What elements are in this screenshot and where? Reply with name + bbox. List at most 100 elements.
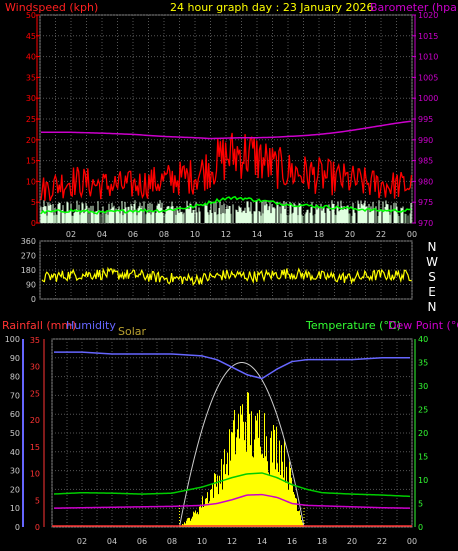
x-tick-label: 04 — [107, 537, 117, 546]
direction-tick-label: 270 — [21, 252, 36, 261]
x-tick-label: 08 — [167, 537, 177, 546]
direction-tick-label: 180 — [21, 266, 36, 275]
x-tick-label: 02 — [66, 230, 76, 239]
temperature-line — [53, 472, 411, 498]
x-tick-label: 22 — [377, 537, 387, 546]
rain-tick-label: 30 — [30, 363, 40, 372]
temp-tick-label: 10 — [418, 476, 428, 485]
wind-tick-label: 45 — [26, 32, 36, 41]
humidity-tick-label: 0 — [15, 523, 20, 532]
baro-tick-label: 980 — [418, 177, 433, 186]
compass-label: N — [428, 240, 437, 254]
x-tick-label: 16 — [283, 230, 293, 239]
rain-axis-title: Rainfall (mm) — [2, 319, 76, 332]
compass-label: E — [428, 285, 436, 299]
baro-tick-label: 990 — [418, 136, 433, 145]
temp-tick-label: 30 — [418, 382, 428, 391]
x-tick-label: 02 — [77, 537, 87, 546]
x-tick-label: 12 — [227, 537, 237, 546]
humidity-axis-title: Humidity — [66, 319, 116, 332]
wind-tick-label: 40 — [26, 53, 36, 62]
wind-tick-label: 5 — [31, 198, 36, 207]
humidity-tick-label: 100 — [5, 335, 20, 344]
x-tick-label: 10 — [190, 230, 200, 239]
temp-tick-label: 15 — [418, 453, 428, 462]
x-tick-label: 00 — [407, 230, 417, 239]
temp-tick-label: 5 — [418, 500, 423, 509]
direction-tick-label: 90 — [26, 281, 36, 290]
x-tick-label: 22 — [376, 230, 386, 239]
wind-tick-label: 15 — [26, 157, 36, 166]
x-tick-label: 00 — [407, 537, 417, 546]
x-tick-label: 06 — [137, 537, 147, 546]
humidity-line — [54, 351, 410, 380]
temp-x-axis-labels: 02 04 06 08 10 12 14 16 18 20 22 00 — [77, 537, 417, 546]
temp-axis-title: Temperature (°C) — [305, 319, 401, 332]
x-tick-label: 16 — [287, 537, 297, 546]
temp-axis-ticks: 0 5 10 15 20 25 30 35 40 — [414, 335, 428, 532]
temp-tick-label: 40 — [418, 335, 428, 344]
windspeed-line — [40, 132, 413, 202]
rain-tick-label: 0 — [35, 523, 40, 532]
average-wind-series — [40, 195, 412, 215]
x-tick-label: 20 — [345, 230, 355, 239]
temp-tick-label: 25 — [418, 406, 428, 415]
wind-tick-label: 25 — [26, 115, 36, 124]
rain-tick-label: 25 — [30, 389, 40, 398]
rain-tick-label: 5 — [35, 496, 40, 505]
rain-tick-label: 10 — [30, 470, 40, 479]
wind-tick-label: 35 — [26, 73, 36, 82]
humidity-tick-label: 30 — [10, 467, 20, 476]
temp-tick-label: 0 — [418, 523, 423, 532]
barometer-line — [41, 120, 412, 140]
solar-series — [179, 392, 305, 527]
x-tick-label: 08 — [159, 230, 169, 239]
baro-axis-ticks: 970 975 980 985 990 995 1000 1005 1010 1015 1020 — [412, 11, 438, 228]
humidity-tick-label: 40 — [10, 448, 20, 457]
humidity-tick-label: 20 — [10, 485, 20, 494]
baro-tick-label: 1010 — [418, 53, 438, 62]
dew-point-series — [53, 493, 411, 509]
humidity-tick-label: 90 — [10, 354, 20, 363]
compass-label: W — [426, 255, 438, 269]
baro-tick-label: 1015 — [418, 32, 438, 41]
x-tick-label: 04 — [97, 230, 107, 239]
direction-axis-ticks: 0 90 180 270 360 — [21, 237, 36, 304]
wind-tick-label: 0 — [31, 219, 36, 228]
direction-tick-label: 0 — [31, 295, 36, 304]
wind-tick-label: 50 — [26, 11, 36, 20]
rain-tick-label: 15 — [30, 443, 40, 452]
average-wind-line — [40, 195, 412, 215]
solar-max-line — [179, 362, 305, 528]
compass-label: S — [428, 270, 436, 284]
wind-x-axis-labels: 02 04 06 08 10 12 14 16 18 20 22 00 — [66, 230, 417, 239]
x-tick-label: 14 — [252, 230, 262, 239]
humidity-tick-label: 10 — [10, 504, 20, 513]
humidity-tick-label: 60 — [10, 410, 20, 419]
x-tick-label: 18 — [314, 230, 324, 239]
humidity-series — [54, 351, 410, 380]
direction-line — [41, 266, 412, 287]
baro-axis-title: Barometer (hpa) — [370, 1, 458, 14]
dew-point-line — [53, 493, 411, 509]
x-tick-label: 14 — [257, 537, 267, 546]
wind-tick-label: 10 — [26, 177, 36, 186]
wind-panel-grid — [39, 14, 413, 224]
baro-tick-label: 970 — [418, 219, 433, 228]
wind-axis-title: Windspeed (kph) — [5, 1, 98, 14]
barometer-series — [41, 120, 412, 140]
humidity-tick-label: 70 — [10, 391, 20, 400]
dew-axis-title: Dew Point (°C) — [388, 319, 458, 332]
humidity-axis-ticks: 0 10 20 30 40 50 60 70 80 90 100 — [5, 335, 24, 532]
direction-tick-label: 360 — [21, 237, 36, 246]
rain-tick-label: 35 — [30, 336, 40, 345]
solar-title: Solar — [118, 325, 147, 338]
compass-label: N — [428, 300, 437, 314]
rain-axis-ticks: 0 5 10 15 20 25 30 35 — [30, 336, 45, 532]
rain-tick-label: 20 — [30, 416, 40, 425]
wind-tick-label: 30 — [26, 94, 36, 103]
baro-tick-label: 1020 — [418, 11, 438, 20]
solar-max-curve — [179, 362, 305, 528]
